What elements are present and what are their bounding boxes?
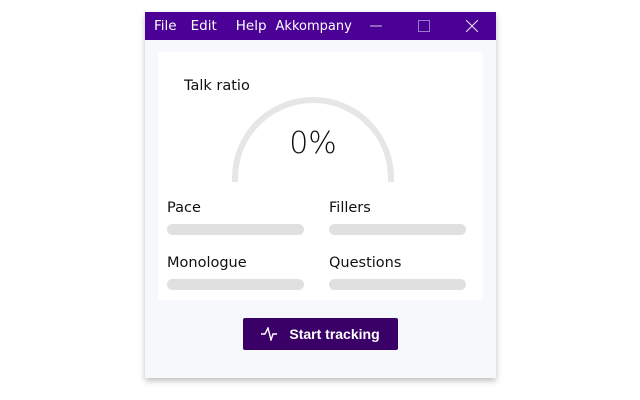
metric-bar — [329, 279, 466, 290]
talk-ratio-title: Talk ratio — [184, 78, 250, 94]
talk-ratio-gauge — [232, 97, 394, 182]
talk-ratio-value: 0% — [289, 126, 337, 161]
app-window: File Edit Help Akkompany Talk ratio 0% P… — [145, 12, 496, 378]
minimize-button[interactable] — [361, 12, 391, 40]
maximize-icon — [418, 20, 430, 32]
metric-label: Pace — [167, 200, 201, 216]
metric-bar — [329, 224, 466, 235]
title-bar: File Edit Help Akkompany — [145, 12, 496, 40]
metric-monologue: Monologue — [167, 255, 304, 290]
activity-pulse-icon — [261, 327, 278, 341]
metric-label: Questions — [329, 255, 402, 271]
metric-questions: Questions — [329, 255, 466, 290]
metric-label: Monologue — [167, 255, 247, 271]
close-icon — [466, 20, 478, 32]
maximize-button[interactable] — [409, 12, 439, 40]
metric-bar — [167, 279, 304, 290]
start-tracking-label: Start tracking — [289, 326, 380, 342]
metric-label: Fillers — [329, 200, 371, 216]
close-button[interactable] — [457, 12, 487, 40]
menu-file[interactable]: File — [154, 18, 177, 34]
metric-pace: Pace — [167, 200, 304, 235]
menu-help[interactable]: Help — [235, 18, 267, 34]
start-tracking-button[interactable]: Start tracking — [243, 318, 398, 350]
metric-bar — [167, 224, 304, 235]
minimize-icon — [370, 25, 382, 27]
gauge-track — [232, 97, 394, 182]
metrics-card: Talk ratio 0% Pace Fillers Monologue Que… — [158, 52, 483, 300]
metric-fillers: Fillers — [329, 200, 466, 235]
menu-edit[interactable]: Edit — [190, 18, 217, 34]
app-title: Akkompany — [275, 18, 352, 34]
